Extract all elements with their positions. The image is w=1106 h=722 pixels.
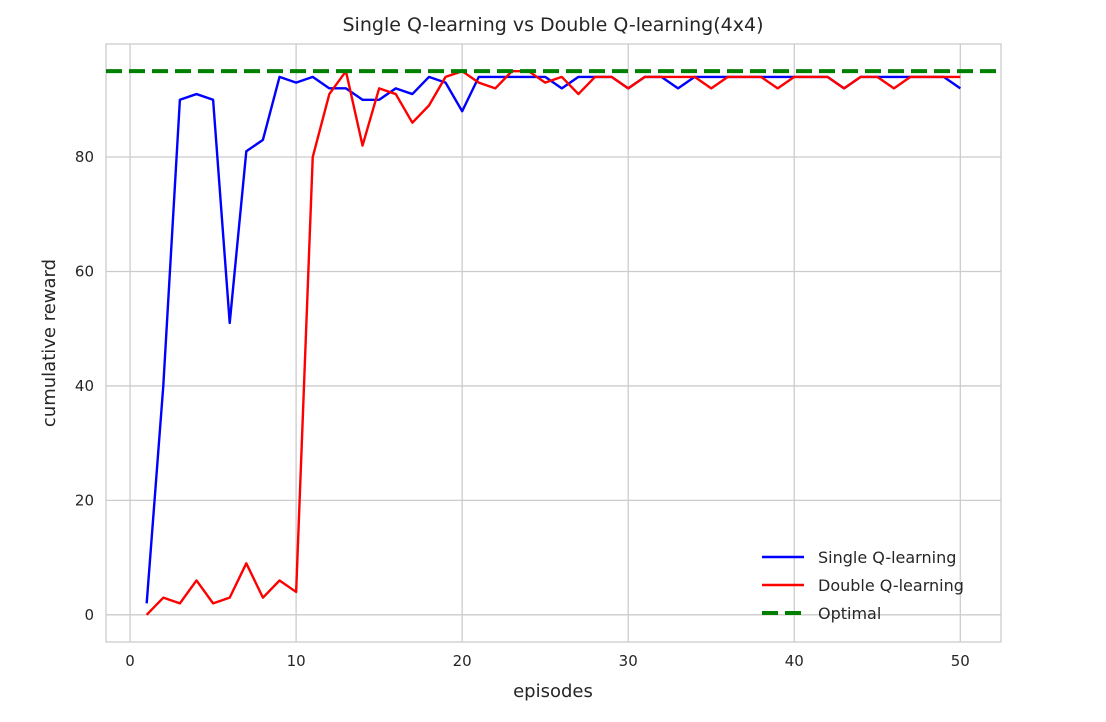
legend: Single Q-learning Double Q-learning Optima… — [762, 548, 964, 623]
y-axis-label: cumulative reward — [39, 259, 60, 427]
y-tick-label-20: 20 — [75, 491, 94, 509]
x-axis-ticks: 0 10 20 30 40 50 — [125, 652, 970, 670]
y-tick-label-40: 40 — [75, 377, 94, 395]
x-tick-label-20: 20 — [453, 652, 472, 670]
plot-area — [105, 43, 1002, 643]
series-layer — [106, 69, 1001, 616]
series-line-double-q-learning — [145, 69, 961, 616]
y-tick-label-0: 0 — [84, 606, 94, 624]
legend-label-optimal: Optimal — [818, 604, 881, 623]
y-tick-label-80: 80 — [75, 148, 94, 166]
chart-title: Single Q-learning vs Double Q-learning(4… — [343, 14, 764, 36]
y-axis-ticks: 0 20 40 60 80 — [75, 148, 94, 624]
legend-label-double-q-learning: Double Q-learning — [818, 576, 964, 595]
x-tick-label-30: 30 — [619, 652, 638, 670]
x-tick-label-50: 50 — [951, 652, 970, 670]
grid-vertical — [129, 44, 961, 642]
x-tick-label-0: 0 — [125, 652, 135, 670]
y-tick-label-60: 60 — [75, 262, 94, 280]
legend-label-single-q-learning: Single Q-learning — [818, 548, 956, 567]
x-tick-label-10: 10 — [287, 652, 306, 670]
x-axis-label: episodes — [513, 681, 593, 702]
x-tick-label-40: 40 — [785, 652, 804, 670]
grid-horizontal — [106, 156, 1001, 616]
